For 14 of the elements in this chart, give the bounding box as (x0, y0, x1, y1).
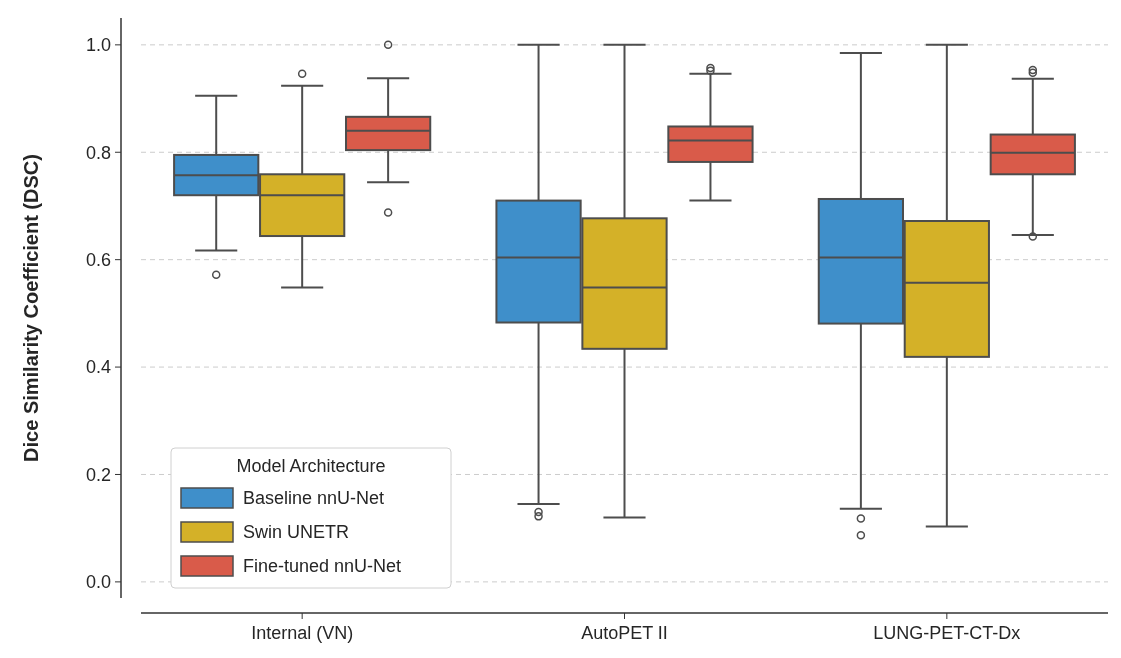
y-axis-title: Dice Similarity Coefficient (DSC) (20, 154, 42, 462)
y-tick-label: 0.8 (85, 142, 111, 163)
x-tick-label: Internal (VN) (251, 623, 354, 643)
y-tick-label: 0.0 (85, 572, 111, 593)
y-tick-label: 1.0 (85, 35, 111, 56)
legend-label: Fine-tuned nnU-Net (243, 556, 402, 576)
y-tick-label: 0.6 (85, 249, 111, 270)
y-tick-label: 0.4 (85, 357, 111, 378)
legend-label: Baseline nnU-Net (243, 488, 385, 508)
legend-title: Model Architecture (236, 456, 386, 476)
x-tick-label: LUNG-PET-CT-Dx (873, 623, 1021, 643)
y-tick-label: 0.2 (85, 464, 111, 485)
legend-label: Swin UNETR (243, 522, 350, 542)
x-tick-label: AutoPET II (581, 623, 668, 643)
